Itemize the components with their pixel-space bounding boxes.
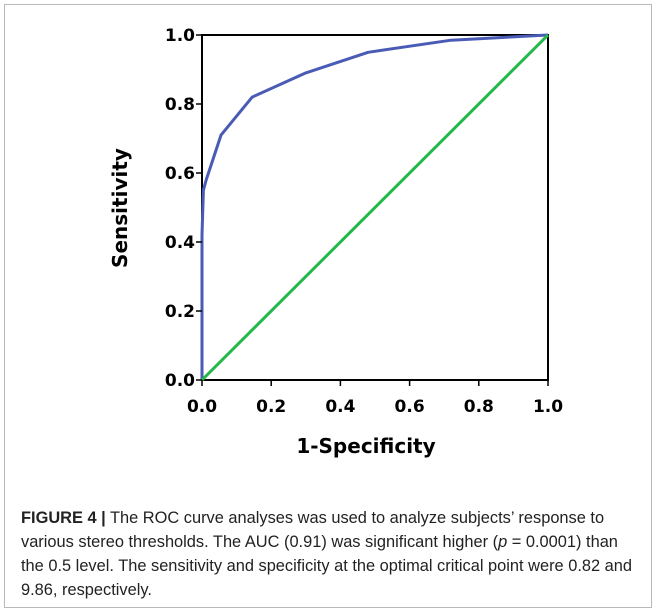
caption-figure-label: FIGURE 4 | (21, 509, 106, 527)
figure-frame (4, 4, 652, 608)
y-tick-label: 0.6 (165, 164, 195, 184)
reference-diagonal-line (200, 33, 550, 382)
y-tick-label: 0.8 (165, 95, 195, 115)
y-tick-label: 0.4 (165, 233, 195, 253)
x-tick-label: 0.8 (464, 397, 494, 417)
roc-curve-line (200, 33, 549, 380)
ticks-layer: 0.0 0.2 0.4 0.6 0.8 1.0 0.0 0.2 0.4 0.6 0.8 1.0 (165, 26, 563, 417)
caption-p-symbol: p (498, 533, 508, 551)
x-tick-label: 1.0 (533, 397, 563, 417)
caption-text-part2: = 0.0001) than the 0.5 level. The sensit… (21, 533, 633, 599)
y-tick-label: 0.0 (165, 371, 195, 391)
caption-text-part1: The ROC curve analyses was used to analy… (21, 509, 605, 551)
x-tick-label: 0.6 (395, 397, 425, 417)
x-tick-label: 0.2 (256, 397, 286, 417)
series-layer (200, 33, 550, 382)
x-tick-label: 0.0 (187, 397, 217, 417)
roc-chart: 0.0 0.2 0.4 0.6 0.8 1.0 0.0 0.2 0.4 0.6 0.8 1.0 1-S… (108, 26, 563, 458)
figure-caption: FIGURE 4 | The ROC curve analyses was us… (21, 506, 636, 602)
y-axis-label: Sensitivity (108, 148, 132, 268)
x-axis-label: 1-Specificity (296, 434, 435, 458)
x-tick-label: 0.4 (325, 397, 355, 417)
y-tick-label: 0.2 (165, 302, 195, 322)
y-tick-label: 1.0 (165, 26, 195, 46)
